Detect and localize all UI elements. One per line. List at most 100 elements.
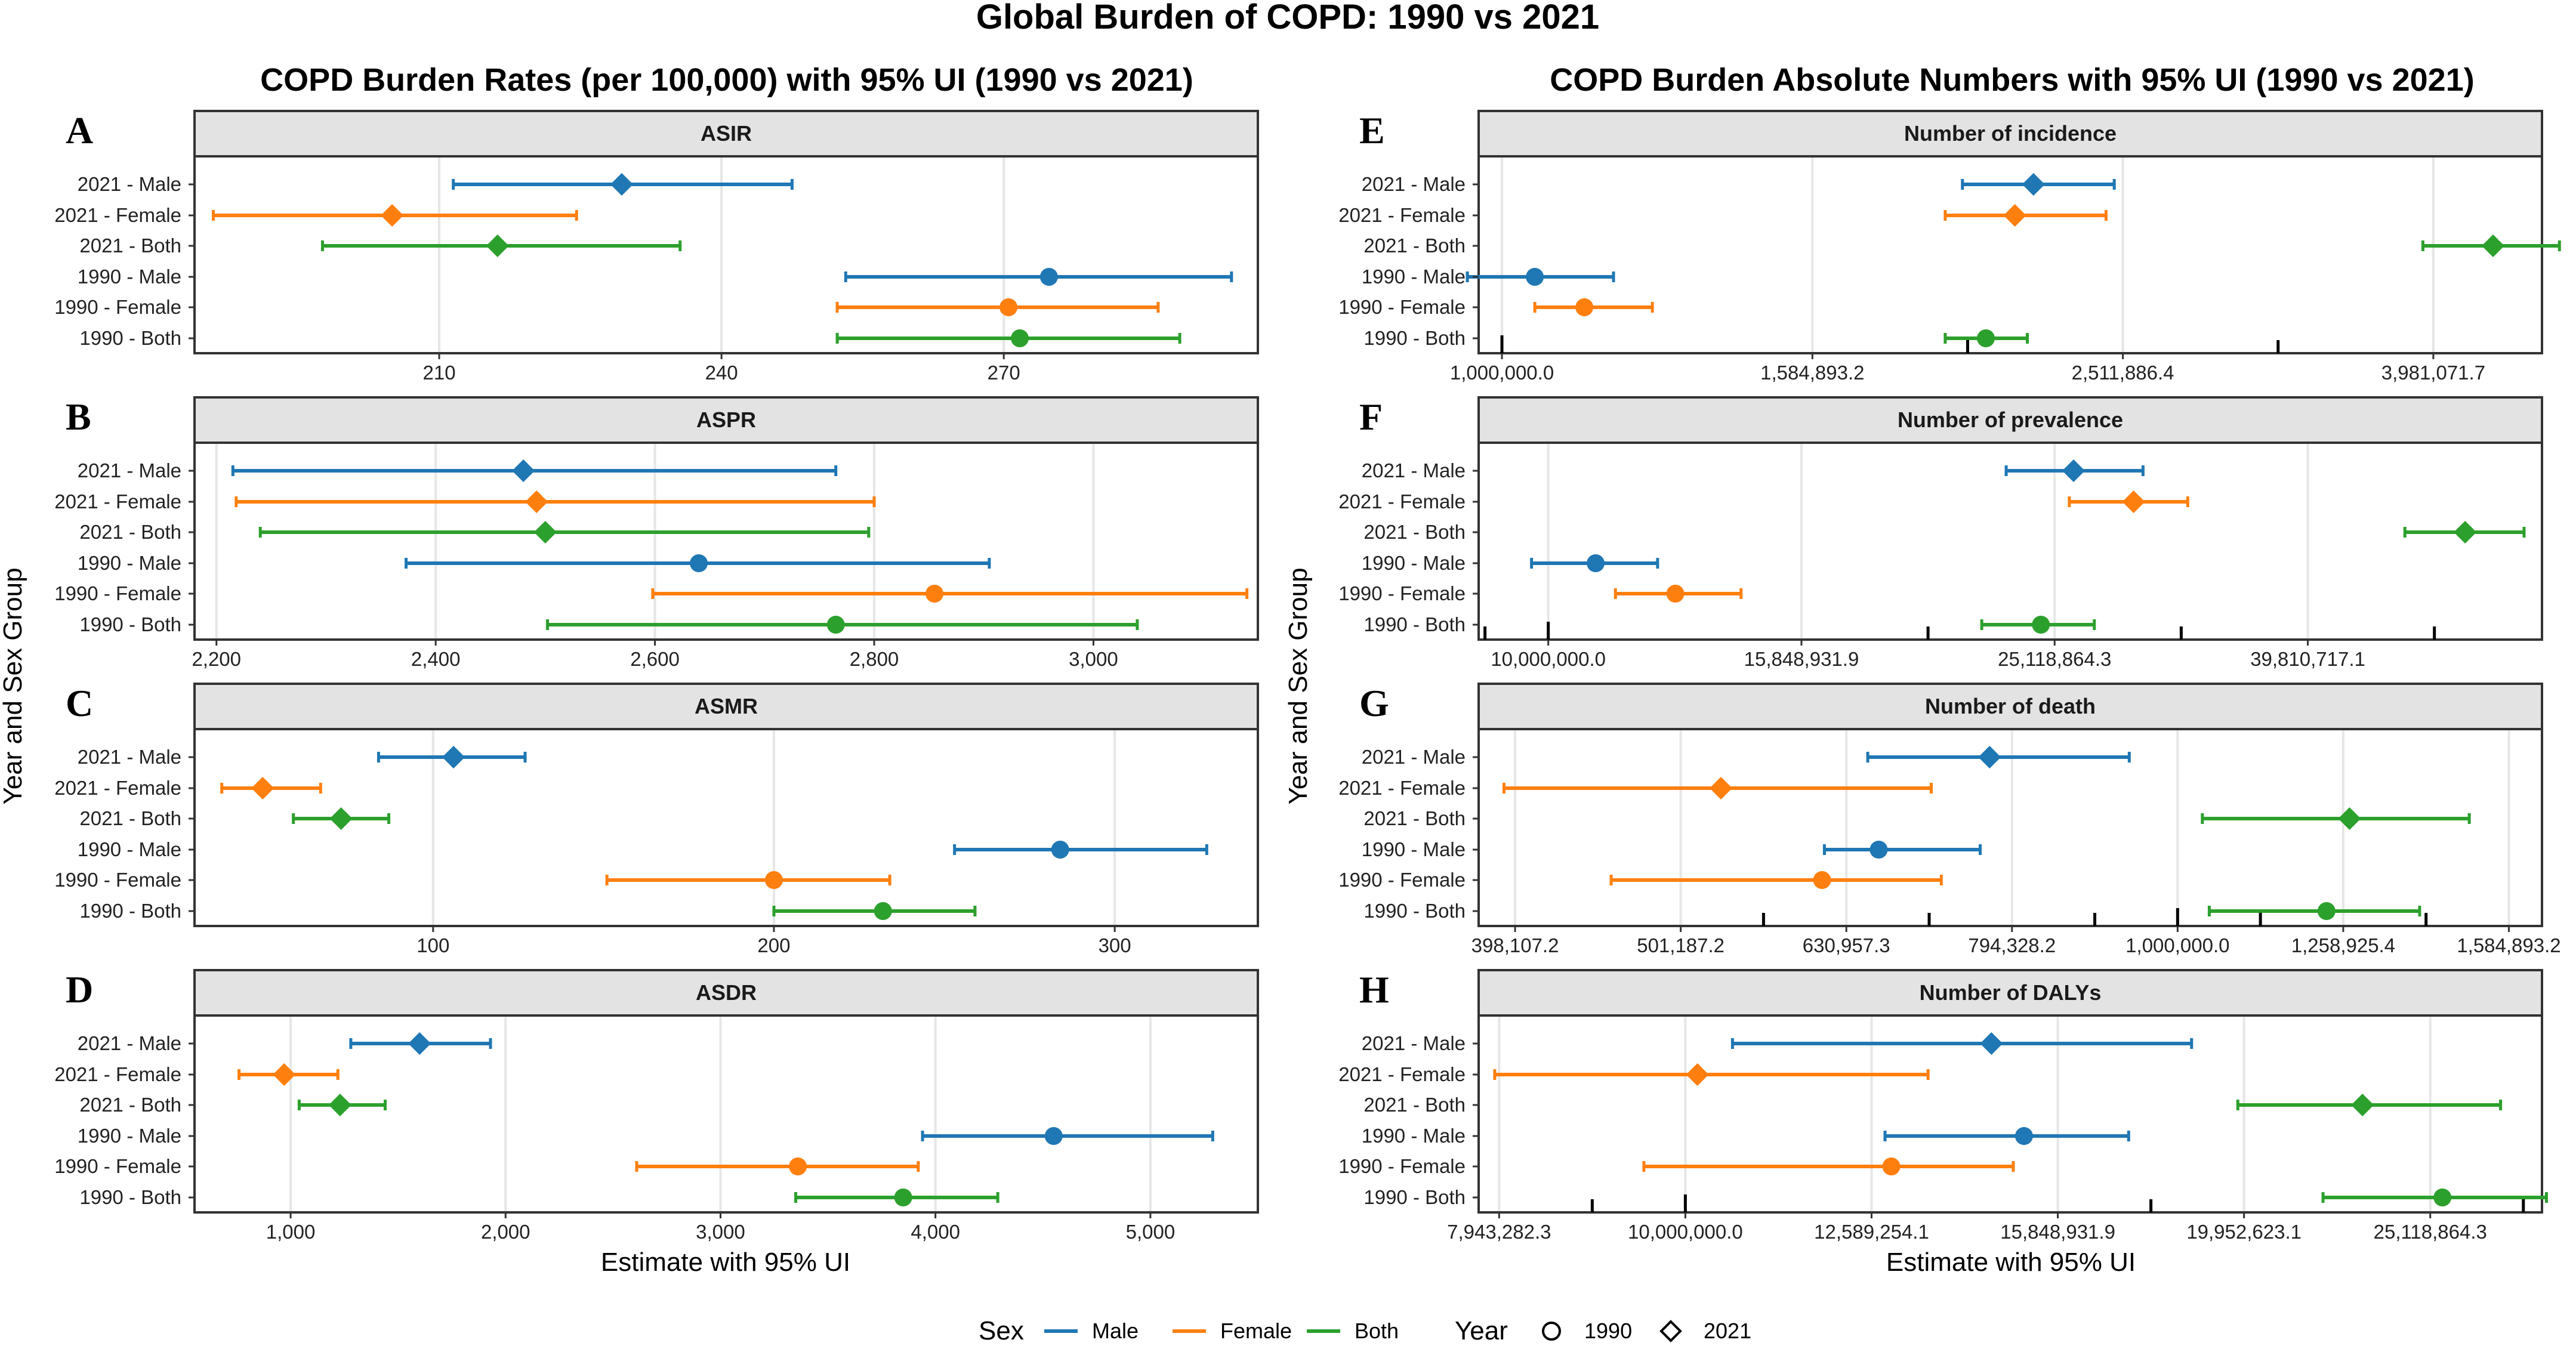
series-marks bbox=[1530, 459, 2526, 634]
y-tick-label: 2021 - Both bbox=[79, 807, 181, 829]
point-1990-female-estimate bbox=[1575, 298, 1594, 316]
point-1990-female-estimate bbox=[789, 1157, 807, 1175]
panel-c: C ASMR 100 200 300 2021 - Male 2021 - Female 20… bbox=[54, 682, 1259, 956]
y-tick-label: 2021 - Female bbox=[1338, 490, 1466, 513]
x-tick-label: 15,848,931.9 bbox=[1744, 648, 1859, 670]
point-1990-both-estimate bbox=[1977, 329, 1995, 347]
legend-label-male: Male bbox=[1092, 1319, 1139, 1343]
y-tick-label: 2021 - Female bbox=[54, 1063, 181, 1085]
y-tick-label: 1990 - Female bbox=[1338, 296, 1466, 318]
series-marks bbox=[212, 173, 1233, 347]
series-marks bbox=[220, 746, 1208, 920]
point-2021-female-estimate bbox=[2003, 204, 2026, 227]
panel-letter: H bbox=[1359, 968, 1389, 1011]
x-axis: 7,943,282.3 10,000,000.0 12,589,254.1 15,84… bbox=[1447, 1194, 2525, 1243]
x-tick-label: 10,000,000.0 bbox=[1628, 1221, 1743, 1243]
y-axis-title-left: Year and Sex Group bbox=[0, 567, 27, 804]
panel-strip-label: ASDR bbox=[696, 980, 757, 1005]
x-tick-label: 501,187.2 bbox=[1637, 934, 1724, 956]
point-1990-both-estimate bbox=[2032, 616, 2050, 634]
panel-letter: D bbox=[66, 968, 93, 1011]
y-tick-label: 2021 - Male bbox=[78, 746, 181, 768]
series-marks bbox=[237, 1032, 1214, 1206]
point-1990-female-estimate bbox=[925, 585, 944, 603]
gridlines bbox=[431, 730, 1116, 925]
y-tick-label: 1990 - Male bbox=[78, 552, 181, 574]
point-1990-male-estimate bbox=[1587, 554, 1605, 572]
y-tick-label: 1990 - Both bbox=[1363, 327, 1466, 349]
gridlines bbox=[1498, 1017, 2432, 1211]
point-1990-both-estimate bbox=[874, 902, 892, 920]
point-1990-female-estimate bbox=[764, 871, 783, 889]
y-tick-label: 2021 - Both bbox=[79, 1094, 181, 1116]
panel-letter: A bbox=[66, 109, 93, 152]
left-column-title: COPD Burden Rates (per 100,000) with 95%… bbox=[260, 62, 1193, 98]
point-2021-female-estimate bbox=[273, 1063, 296, 1086]
panel-b: B ASPR 2,200 2,400 2,600 2,800 3,000 2021 - Mal… bbox=[54, 396, 1259, 670]
y-tick-label: 2021 - Male bbox=[1362, 746, 1466, 768]
point-2021-both-estimate bbox=[2351, 1094, 2374, 1116]
panel-strip-label: ASMR bbox=[695, 694, 758, 718]
point-2021-female-estimate bbox=[251, 777, 274, 800]
x-axis: 210 240 270 bbox=[422, 353, 1020, 384]
legend-sex-title: Sex bbox=[979, 1316, 1024, 1345]
y-tick-label: 1990 - Female bbox=[54, 869, 181, 891]
point-2021-male-estimate bbox=[408, 1032, 431, 1055]
panel-strip-label: Number of prevalence bbox=[1898, 408, 2123, 432]
point-2021-both-estimate bbox=[329, 807, 353, 830]
legend-label-female: Female bbox=[1220, 1319, 1292, 1343]
y-tick-label: 2021 - Male bbox=[78, 173, 181, 195]
chart-panels: A ASIR 210 240 270 2021 - Male 2021 - Female 20… bbox=[54, 109, 2561, 1243]
panel-letter: E bbox=[1359, 109, 1385, 152]
y-tick-label: 2021 - Male bbox=[1362, 459, 1466, 481]
panel-strip-label: Number of DALYs bbox=[1920, 980, 2102, 1005]
plot-area bbox=[193, 728, 1259, 927]
panel-strip bbox=[193, 683, 1259, 730]
y-tick-label: 1990 - Male bbox=[1362, 552, 1466, 574]
y-tick-label: 1990 - Both bbox=[1363, 613, 1466, 635]
y-tick-label: 1990 - Male bbox=[1362, 266, 1466, 288]
x-tick-label: 25,118,864.3 bbox=[2374, 1221, 2487, 1243]
point-1990-male-estimate bbox=[1044, 1127, 1063, 1145]
y-tick-label: 1990 - Both bbox=[79, 327, 181, 349]
legend-circle-icon bbox=[1542, 1322, 1561, 1341]
x-tick-label: 2,800 bbox=[850, 648, 899, 670]
x-tick-label: 398,107.2 bbox=[1471, 934, 1559, 956]
y-tick-label: 2021 - Male bbox=[78, 459, 181, 481]
point-2021-male-estimate bbox=[1980, 1032, 2003, 1055]
point-1990-both-estimate bbox=[2317, 902, 2336, 920]
gridlines bbox=[215, 444, 1095, 638]
point-1990-male-estimate bbox=[1051, 841, 1069, 859]
panel-g: G Number of death 398,107.2 501,187.2 630,95… bbox=[1338, 682, 2560, 956]
panel-strip bbox=[1477, 969, 2543, 1017]
point-1990-both-estimate bbox=[826, 616, 845, 634]
series-marks bbox=[1493, 1032, 2548, 1206]
legend: Sex Male Female Both Year 1990 2021 bbox=[979, 1316, 1751, 1345]
panel-strip-label: Number of death bbox=[1925, 694, 2096, 718]
panel-strip bbox=[1477, 396, 2543, 444]
plot-area bbox=[1477, 728, 2543, 927]
legend-diamond-icon bbox=[1659, 1320, 1682, 1342]
gridlines bbox=[1501, 158, 2435, 352]
point-1990-male-estimate bbox=[2014, 1127, 2033, 1145]
y-tick-label: 1990 - Male bbox=[78, 1125, 181, 1147]
panel-e: E Number of incidence 1,000,000.0 1,584,893… bbox=[1338, 109, 2561, 384]
y-tick-label: 1990 - Both bbox=[1363, 900, 1466, 922]
x-tick-label: 1,000,000.0 bbox=[2125, 934, 2229, 956]
x-tick-label: 12,589,254.1 bbox=[1814, 1221, 1929, 1243]
right-column-title: COPD Burden Absolute Numbers with 95% UI… bbox=[1550, 62, 2474, 98]
panel-strip-label: ASPR bbox=[696, 408, 756, 432]
x-axis: 398,107.2 501,187.2 630,957.3 794,328.2 1,00… bbox=[1471, 908, 2561, 956]
y-tick-label: 1990 - Male bbox=[78, 266, 181, 288]
panel-letter: B bbox=[66, 396, 91, 438]
x-tick-label: 210 bbox=[422, 362, 455, 384]
y-tick-label: 2021 - Both bbox=[79, 234, 181, 257]
x-tick-label: 4,000 bbox=[911, 1221, 960, 1243]
y-tick-label: 1990 - Female bbox=[54, 1155, 181, 1177]
legend-year-title: Year bbox=[1455, 1316, 1508, 1345]
x-tick-label: 5,000 bbox=[1126, 1221, 1176, 1243]
x-tick-label: 2,000 bbox=[481, 1221, 530, 1243]
x-tick-label: 39,810,717.1 bbox=[2250, 648, 2365, 670]
y-tick-label: 1990 - Female bbox=[1338, 582, 1466, 604]
x-tick-label: 300 bbox=[1099, 934, 1131, 956]
